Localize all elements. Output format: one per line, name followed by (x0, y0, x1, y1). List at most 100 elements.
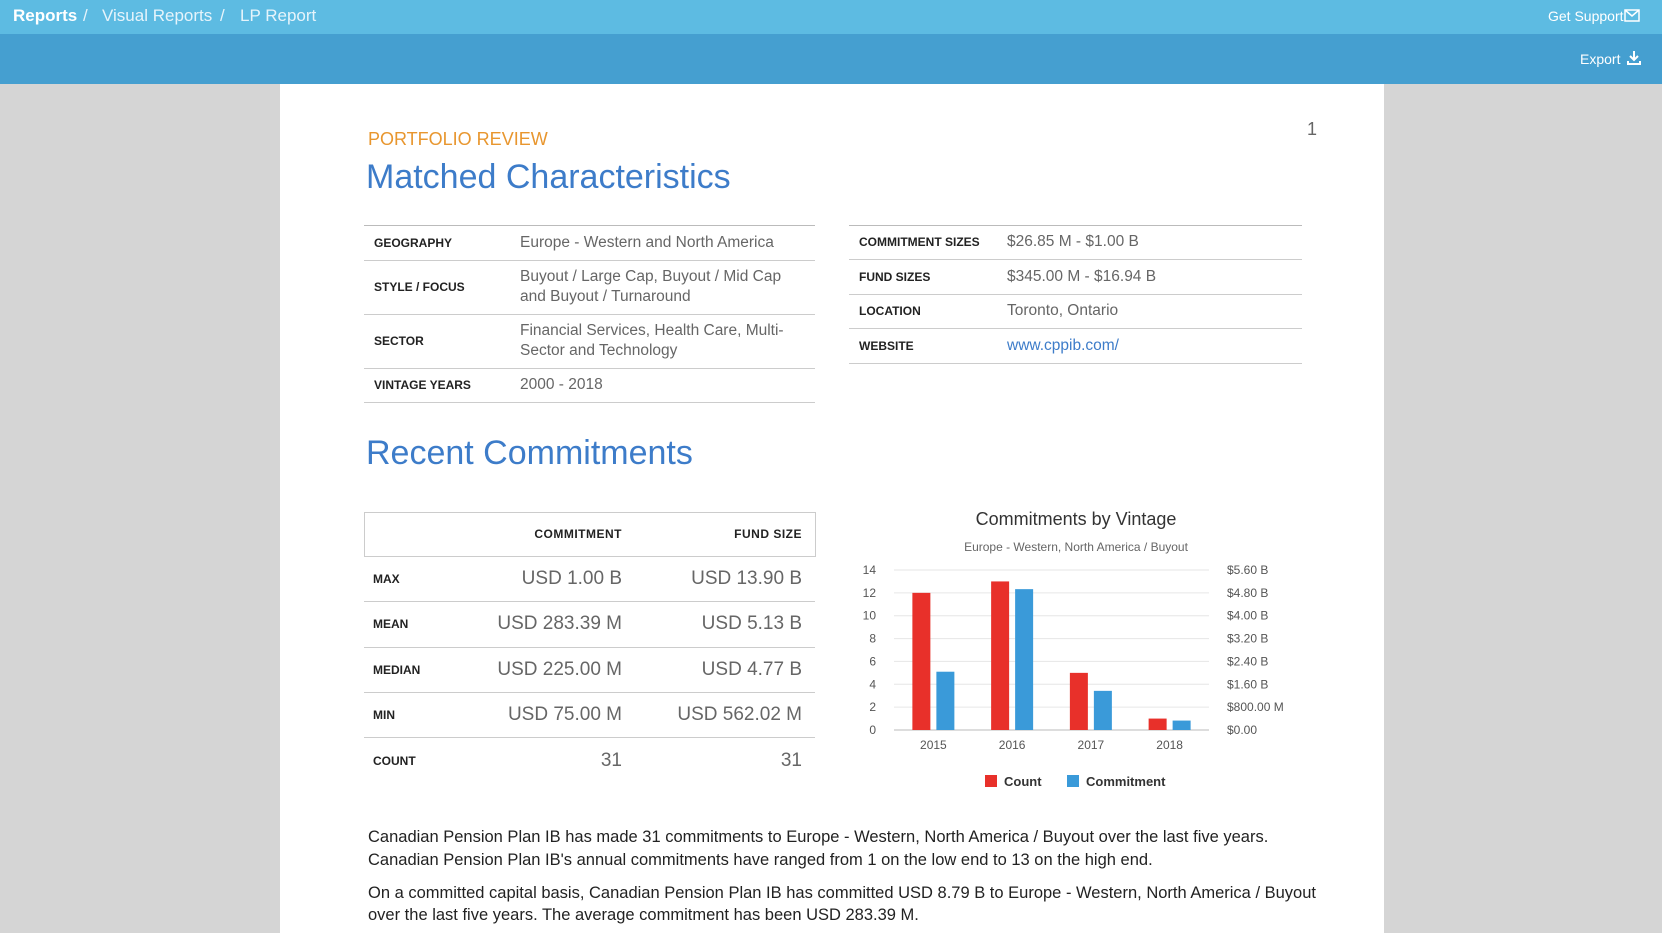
page-number: 1 (1307, 119, 1318, 139)
heading: Recent Commitments (366, 434, 693, 472)
table-header-box (364, 512, 816, 557)
y2-tick-label: $4.80 B (1227, 586, 1268, 600)
row-value: $345.00 M - $16.94 B (1007, 267, 1157, 285)
toolbar (0, 34, 1662, 84)
row-label: VINTAGE YEARS (374, 378, 471, 392)
section-label: PORTFOLIO REVIEW (368, 129, 548, 149)
y-tick-label: 6 (869, 654, 876, 668)
row-value: Europe - Western and North America (520, 233, 774, 251)
summary-text: Canadian Pension Plan IB's annual commit… (368, 851, 1153, 869)
table-rule (364, 601, 815, 602)
bar (1148, 718, 1167, 730)
y2-tick-label: $3.20 B (1227, 632, 1268, 646)
x-tick-label: 2016 (999, 738, 1026, 752)
table-rule (364, 692, 815, 693)
legend-label: Count (1004, 774, 1042, 789)
row-label: SECTOR (374, 334, 424, 348)
download-icon[interactable] (1627, 50, 1641, 66)
row-label: GEOGRAPHY (374, 235, 453, 250)
breadcrumb-separator: / (220, 6, 225, 25)
row-value: 2000 - 2018 (520, 376, 603, 393)
y2-tick-label: $2.40 B (1227, 654, 1268, 668)
y2-tick-label: $800.00 M (1227, 700, 1284, 714)
legend-label: Commitment (1086, 774, 1166, 789)
row-value: $26.85 M - $1.00 B (1007, 233, 1139, 250)
bar (912, 592, 931, 730)
breadcrumb-separator: / (83, 6, 88, 25)
bar (1093, 690, 1112, 730)
column-header: FUND SIZE (734, 527, 802, 541)
legend-swatch (1067, 775, 1079, 787)
row-value: Toronto, Ontario (1007, 302, 1119, 319)
row-label: MIN (373, 707, 395, 722)
y-tick-label: 12 (863, 586, 877, 600)
column-header: COMMITMENT (534, 527, 622, 541)
heading: Matched Characteristics (366, 158, 731, 196)
summary-text: over the last five years. The average co… (368, 906, 919, 924)
bar (1172, 720, 1191, 730)
bar (1069, 672, 1088, 730)
row-label: MEDIAN (373, 662, 421, 677)
cell-value: USD 225.00 M (497, 658, 622, 680)
row-label: MAX (373, 571, 400, 586)
table-rule (364, 737, 815, 738)
y2-tick-label: $1.60 B (1227, 677, 1268, 691)
table-rule (849, 328, 1302, 329)
table-rule (849, 259, 1302, 260)
breadcrumb-current: LP Report (240, 6, 317, 25)
row-label: LOCATION (859, 304, 921, 318)
bar (936, 671, 955, 730)
row-label: STYLE / FOCUS (374, 280, 465, 294)
y2-tick-label: $0.00 (1227, 723, 1257, 737)
x-tick-label: 2018 (1156, 738, 1183, 752)
cell-value: USD 75.00 M (507, 703, 622, 725)
website-link[interactable]: www.cppib.com/ (1007, 336, 1119, 354)
row-label: MEAN (373, 617, 409, 631)
y-tick-label: 14 (863, 563, 877, 577)
get-support[interactable]: Get Support (1548, 8, 1624, 24)
chart-subtitle: Europe - Western, North America / Buyout (964, 540, 1189, 554)
row-value: Buyout / Large Cap, Buyout / Mid Cap and… (520, 268, 782, 305)
cell-value: USD 562.02 M (677, 703, 802, 725)
y2-tick-label: $5.60 B (1227, 563, 1268, 577)
y-tick-label: 2 (869, 700, 876, 714)
y-tick-label: 0 (869, 723, 876, 737)
top-bar (0, 0, 1662, 34)
row-label: WEBSITE (859, 338, 914, 353)
summary-text: On a committed capital basis, Canadian P… (368, 884, 1316, 902)
legend-swatch (985, 775, 997, 787)
breadcrumb-link[interactable]: Reports (13, 6, 78, 25)
cell-value: USD 283.39 M (497, 613, 622, 634)
chart-title: Commitments by Vintage (976, 509, 1177, 529)
table-rule (364, 225, 815, 226)
x-tick-label: 2015 (920, 738, 947, 752)
chart: Commitments by Vintage Europe - Western, … (863, 509, 1284, 789)
export-button[interactable]: Export (1580, 51, 1621, 67)
cell-value: USD 4.77 B (701, 658, 802, 680)
cell-value: USD 1.00 B (521, 567, 622, 589)
mail-icon[interactable] (1624, 9, 1640, 22)
y-tick-label: 10 (863, 609, 877, 623)
y-tick-label: 4 (869, 677, 876, 691)
breadcrumb-link[interactable]: Visual Reports (102, 6, 213, 25)
cell-value: USD 13.90 B (691, 567, 802, 589)
row-label: FUND SIZES (859, 269, 931, 284)
row-value: Financial Services, Health Care, Multi-S… (520, 322, 784, 359)
table-rule (364, 260, 815, 261)
bar (991, 581, 1010, 730)
summary-text: Canadian Pension Plan IB has made 31 com… (368, 828, 1269, 846)
y-tick-label: 8 (869, 632, 876, 646)
table-rule (364, 314, 815, 315)
table-rule (364, 647, 815, 648)
x-tick-label: 2017 (1078, 738, 1105, 752)
cell-value: USD 5.13 B (701, 613, 802, 634)
table-rule (849, 363, 1302, 364)
row-label: COUNT (373, 753, 416, 768)
bar (1015, 589, 1034, 730)
table-rule (849, 294, 1302, 295)
cell-value: 31 (600, 749, 622, 771)
table-rule (849, 225, 1302, 226)
table-rule (364, 368, 815, 369)
cell-value: 31 (780, 749, 802, 771)
